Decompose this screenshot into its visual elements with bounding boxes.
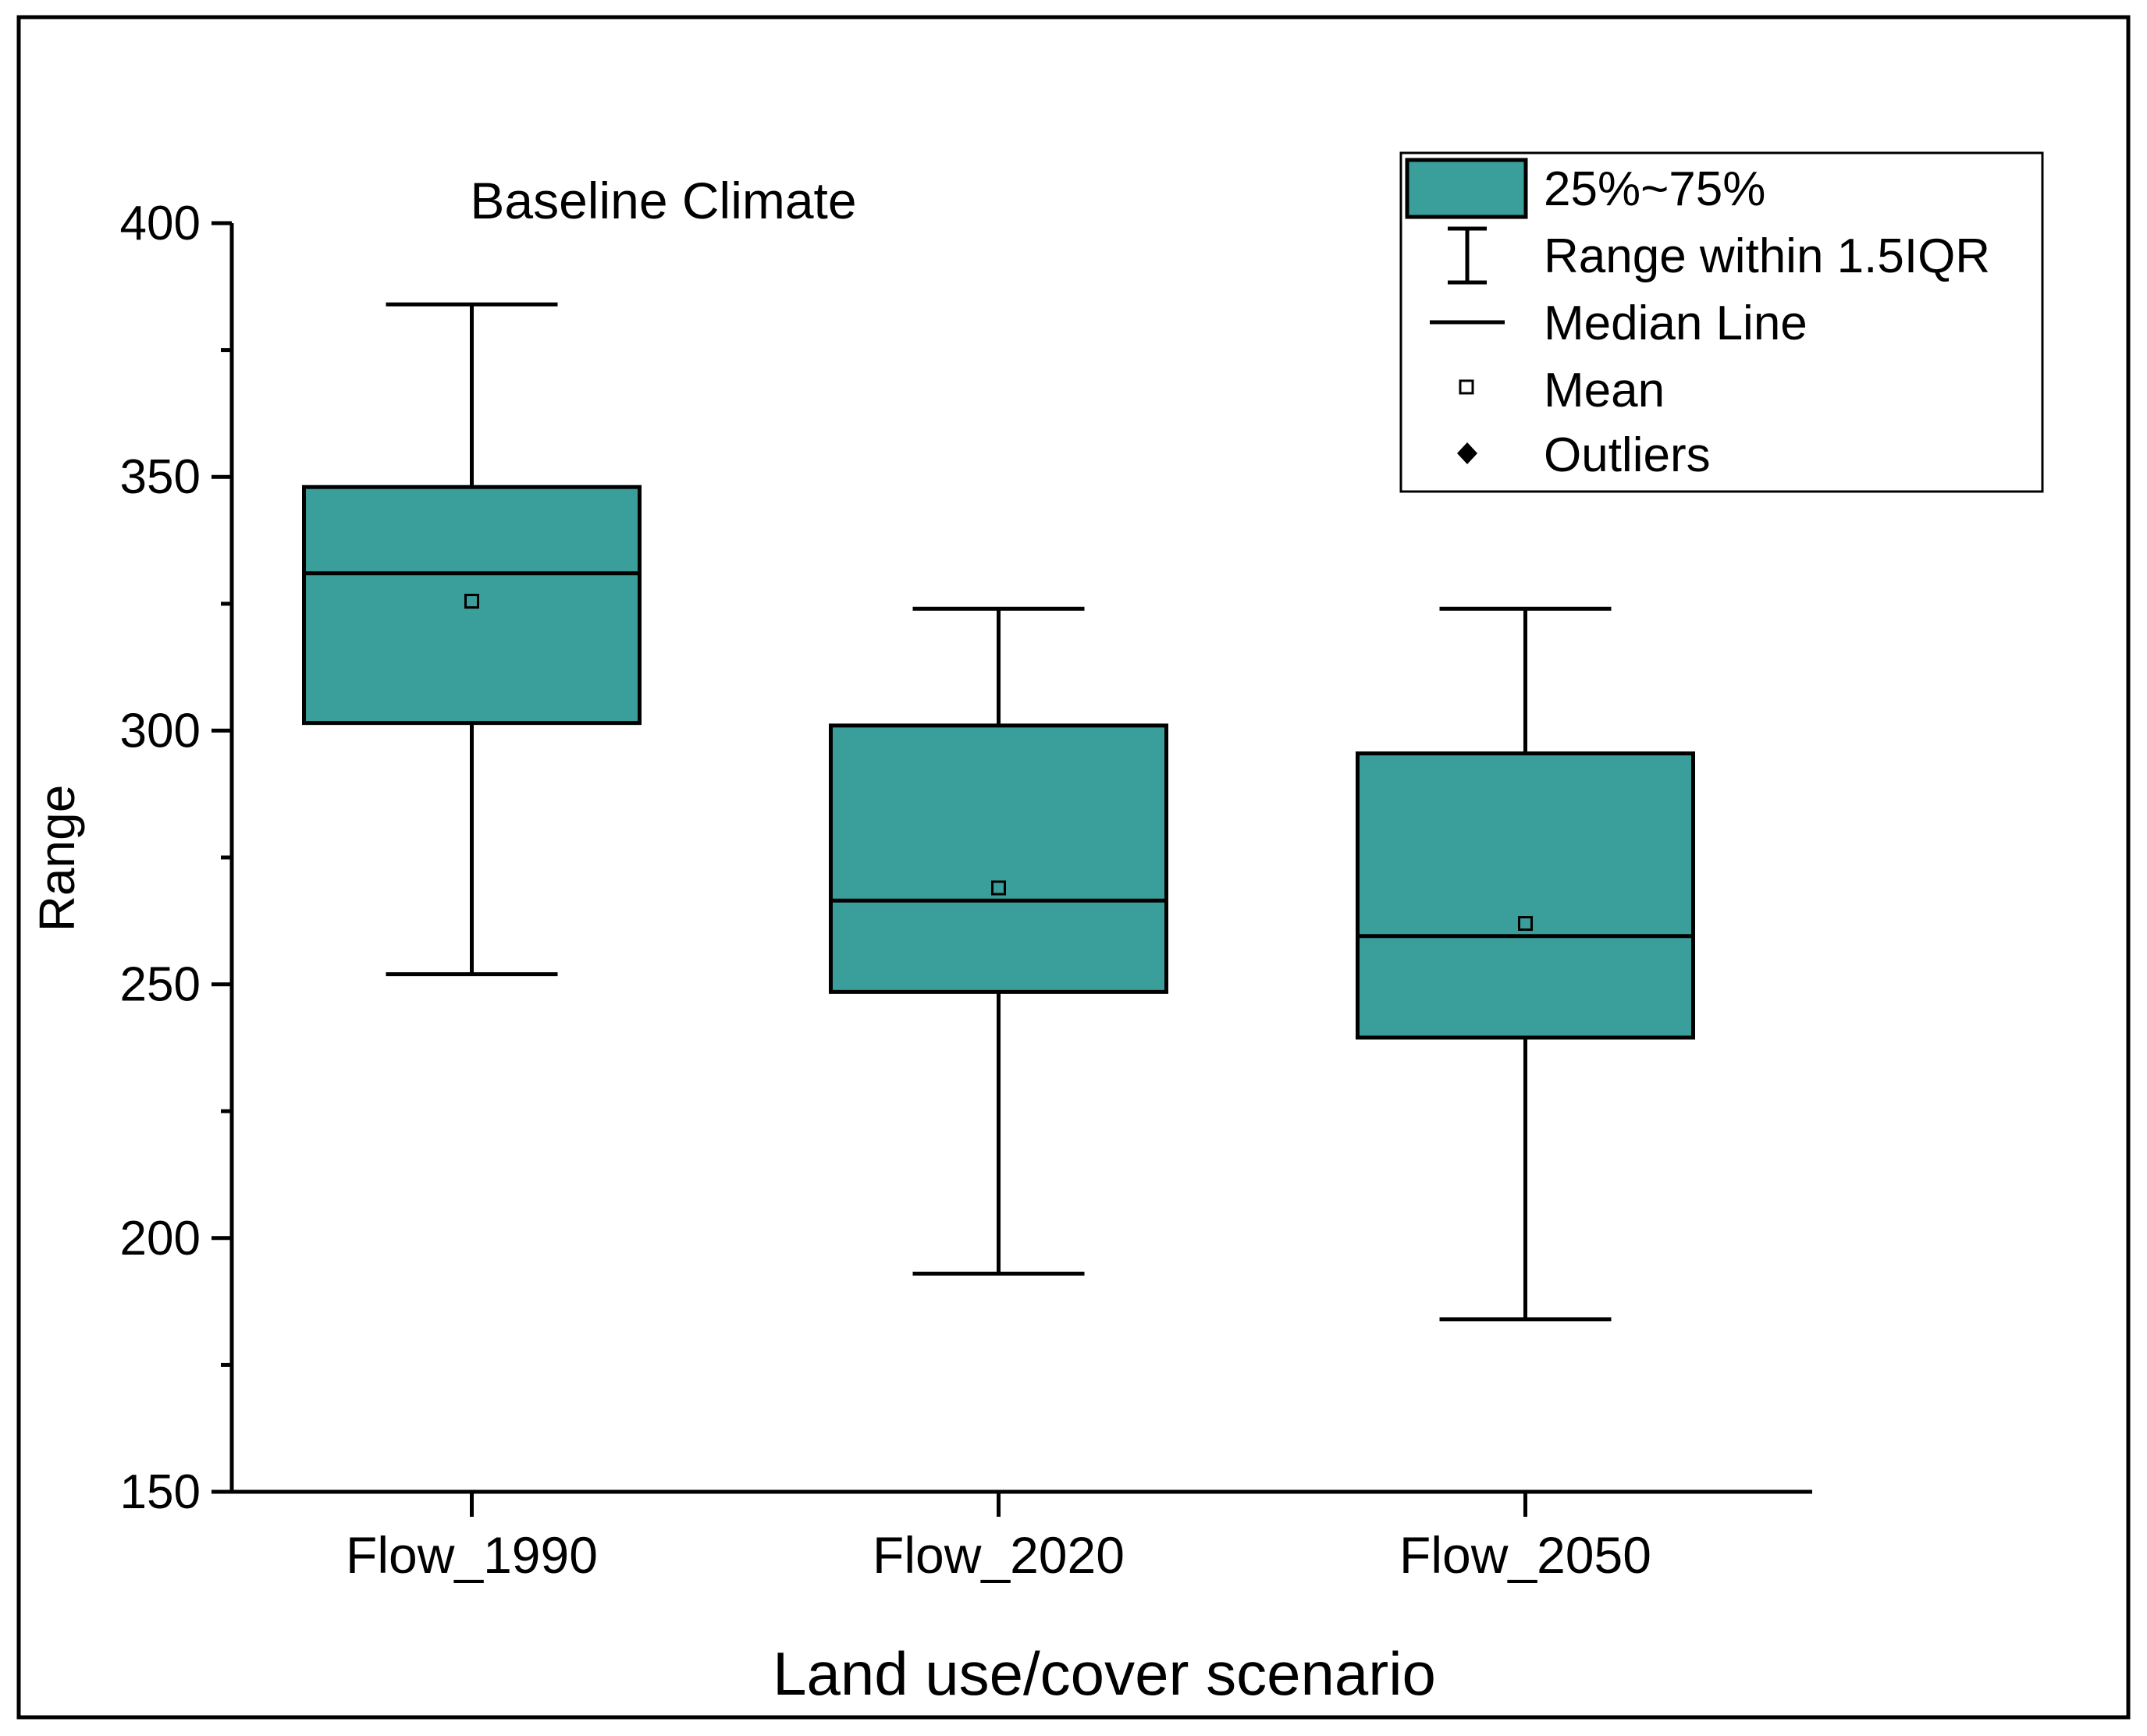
legend-label-iqr: 25%~75% <box>1544 162 1765 216</box>
legend-label-mean: Mean <box>1544 364 1665 417</box>
y-tick-label: 200 <box>120 1212 201 1266</box>
chart-annotation: Baseline Climate <box>470 172 856 229</box>
x-tick-label: Flow_1990 <box>346 1526 598 1584</box>
box-flow-2050 <box>1356 606 1695 1322</box>
mean-marker <box>991 880 1006 896</box>
y-tick-label: 150 <box>120 1465 201 1519</box>
iqr-box <box>829 723 1168 994</box>
iqr-box <box>1356 751 1695 1040</box>
y-axis-label: Range <box>29 785 85 932</box>
box-flow-2020 <box>829 606 1168 1276</box>
y-tick-label: 250 <box>120 958 201 1012</box>
y-tick-label: 350 <box>120 450 201 504</box>
mean-marker <box>464 594 479 609</box>
legend-label-range: Range within 1.5IQR <box>1544 229 1990 283</box>
legend: 25%~75% Range within 1.5IQR Median Line … <box>1399 151 2044 493</box>
y-tick-label: 300 <box>120 704 201 758</box>
iqr-box <box>302 485 642 726</box>
axes: 150 200 250 300 350 400 Flow_1990 Flow_2020 Flow… <box>120 197 1812 1584</box>
x-tick-label: Flow_2050 <box>1399 1526 1651 1584</box>
legend-mean-symbol <box>1459 379 1474 395</box>
x-axis-label: Land use/cover scenario <box>773 1639 1436 1708</box>
legend-box-swatch <box>1405 158 1528 219</box>
mean-marker <box>1518 916 1533 932</box>
legend-label-outliers: Outliers <box>1544 428 1711 482</box>
legend-outlier-symbol <box>1457 442 1477 464</box>
box-flow-1990 <box>302 302 642 977</box>
x-tick-label: Flow_2020 <box>873 1526 1125 1584</box>
boxes <box>302 302 1695 1322</box>
y-tick-label: 400 <box>120 197 201 250</box>
figure-frame <box>16 15 2131 1720</box>
legend-label-median: Median Line <box>1544 296 1808 350</box>
legend-whisker-symbol <box>1448 226 1487 285</box>
